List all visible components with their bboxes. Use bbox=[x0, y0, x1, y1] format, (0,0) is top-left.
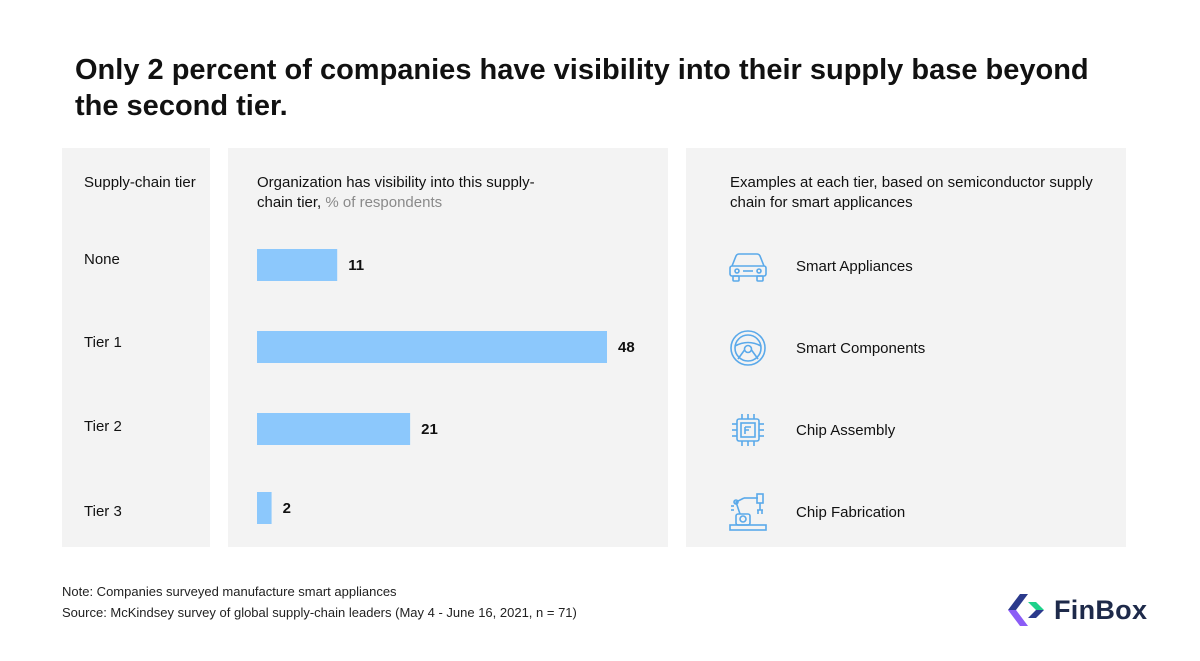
example-row: Chip Fabrication bbox=[728, 492, 905, 532]
examples-panel bbox=[686, 148, 1126, 547]
bar-group: 11 48 21 2 bbox=[257, 249, 635, 524]
bar-tier-1 bbox=[257, 331, 607, 363]
finbox-mark-icon bbox=[1008, 594, 1044, 626]
car-icon bbox=[728, 246, 768, 286]
example-label: Smart Components bbox=[796, 339, 926, 357]
example-row: Chip Assembly bbox=[728, 410, 895, 450]
bar-chart: 11 48 21 2 bbox=[257, 249, 635, 524]
tier-label: None bbox=[84, 251, 120, 268]
chart-heading-main: Organization has visibility into this su… bbox=[257, 174, 535, 211]
example-label: Chip Fabrication bbox=[796, 503, 906, 521]
tier-label: Tier 3 bbox=[84, 503, 122, 520]
chip-icon bbox=[728, 410, 768, 450]
example-row: Smart Components bbox=[728, 328, 925, 368]
chart-heading-muted: % of respondents bbox=[325, 194, 443, 211]
robot-arm-icon bbox=[728, 492, 768, 532]
tier-panel bbox=[62, 148, 210, 547]
footnote-note: Note: Companies surveyed manufacture sma… bbox=[62, 584, 397, 599]
tier-label: Tier 2 bbox=[84, 418, 122, 435]
tier-label: Tier 1 bbox=[84, 334, 122, 351]
bar-value-label: 21 bbox=[421, 421, 438, 438]
example-label: Chip Assembly bbox=[796, 421, 896, 439]
finbox-logo: FinBox bbox=[1006, 592, 1147, 628]
bar-value-label: 11 bbox=[348, 257, 364, 274]
example-label: Smart Appliances bbox=[796, 257, 913, 275]
steering-wheel-icon bbox=[728, 328, 768, 368]
example-row: Smart Appliances bbox=[728, 246, 913, 286]
bar-tier-2 bbox=[257, 413, 411, 445]
tier-column-heading: Supply-chain tier bbox=[84, 174, 196, 191]
brand-name: FinBox bbox=[1054, 594, 1148, 625]
examples-column-heading: Examples at each tier, based on semicond… bbox=[730, 174, 1093, 211]
page-title: Only 2 percent of companies have visibil… bbox=[75, 54, 1089, 122]
bar-none bbox=[257, 249, 338, 281]
chart-column-heading: Organization has visibility into this su… bbox=[257, 173, 557, 213]
footnote-source: Source: McKindsey survey of global suppl… bbox=[62, 605, 577, 620]
bar-tier-3 bbox=[257, 492, 272, 524]
bar-value-label: 2 bbox=[283, 500, 291, 517]
bar-value-label: 48 bbox=[618, 339, 635, 356]
